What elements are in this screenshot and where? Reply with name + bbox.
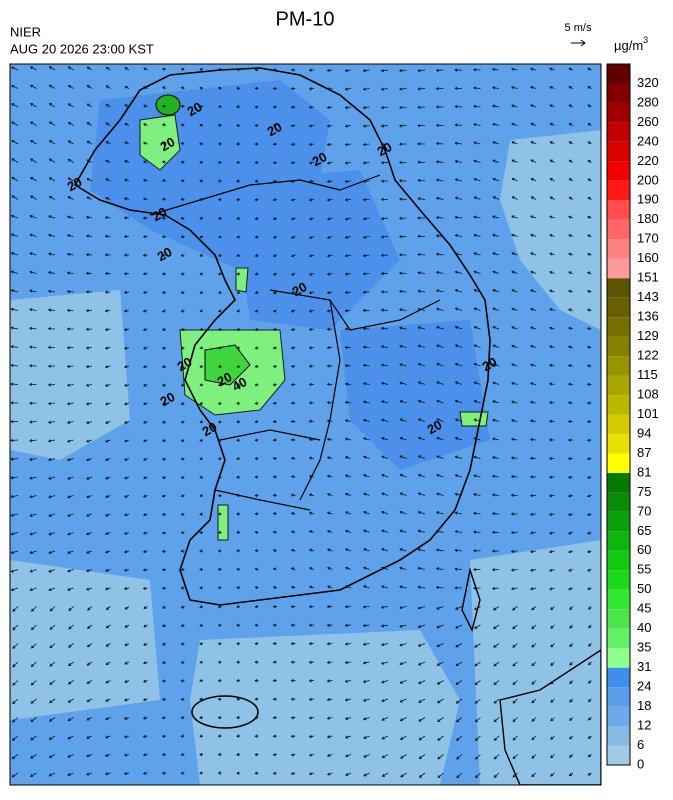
colorbar-label: 280 [637, 94, 659, 109]
peak-zone [156, 95, 180, 115]
colorbar-swatch [607, 181, 630, 200]
colorbar-swatch [607, 531, 630, 550]
colorbar-label: 220 [637, 153, 659, 168]
colorbar-swatch [607, 648, 630, 667]
colorbar-swatch [607, 64, 630, 83]
colorbar-swatch [607, 629, 630, 648]
colorbar-swatch [607, 551, 630, 570]
colorbar-swatch [607, 434, 630, 453]
colorbar-swatch [607, 590, 630, 609]
colorbar-swatch [607, 317, 630, 336]
colorbar-swatch [607, 103, 630, 122]
colorbar-swatch [607, 668, 630, 687]
colorbar-label: 50 [637, 581, 651, 596]
colorbar-label: 75 [637, 484, 651, 499]
colorbar-label: 170 [637, 231, 659, 246]
colorbar-label: 0 [637, 756, 644, 771]
colorbar-swatch [607, 259, 630, 278]
colorbar-swatch [607, 687, 630, 706]
colorbar-label: 94 [637, 425, 651, 440]
colorbar-label: 55 [637, 562, 651, 577]
colorbar-swatch [607, 161, 630, 180]
colorbar-swatch [607, 356, 630, 375]
colorbar-swatch [607, 337, 630, 356]
colorbar-label: 18 [637, 698, 651, 713]
colorbar-label: 240 [637, 133, 659, 148]
colorbar-label: 180 [637, 211, 659, 226]
colorbar-label: 320 [637, 75, 659, 90]
colorbar-label: 35 [637, 640, 651, 655]
colorbar-swatch [607, 239, 630, 258]
colorbar-swatch [607, 746, 630, 765]
timestamp: AUG 20 2026 23:00 KST [10, 41, 154, 56]
colorbar-swatch [607, 376, 630, 395]
colorbar-label: 70 [637, 503, 651, 518]
wind-scale-arrow [571, 40, 585, 46]
colorbar-label: 260 [637, 114, 659, 129]
colorbar-label: 87 [637, 445, 651, 460]
colorbar-label: 160 [637, 250, 659, 265]
colorbar-label: 190 [637, 192, 659, 207]
colorbar-label: 81 [637, 464, 651, 479]
colorbar-swatch [607, 220, 630, 239]
colorbar-label: 60 [637, 542, 651, 557]
colorbar-label: 200 [637, 172, 659, 187]
colorbar-swatch [607, 122, 630, 141]
colorbar-swatch [607, 415, 630, 434]
colorbar-swatch [607, 298, 630, 317]
colorbar-swatch [607, 492, 630, 511]
colorbar: 0 6 12 18 24 31 35 40 45 50 55 60 65 70 75 81 87 94 101 108… [607, 64, 659, 771]
colorbar-label: 115 [637, 367, 658, 382]
colorbar-swatch [607, 453, 630, 472]
colorbar-label: 45 [637, 601, 651, 616]
agency: NIER [10, 24, 41, 39]
colorbar-swatch [607, 707, 630, 726]
colorbar-label: 108 [637, 386, 659, 401]
colorbar-swatch [607, 200, 630, 219]
colorbar-swatch [607, 473, 630, 492]
colorbar-label: 136 [637, 309, 659, 324]
unit: µg/m3 [614, 35, 648, 53]
wind-scale: 5 m/s [565, 22, 592, 34]
colorbar-swatch [607, 278, 630, 297]
colorbar-label: 6 [637, 737, 644, 752]
colorbar-swatch [607, 142, 630, 161]
colorbar-label: 40 [637, 620, 651, 635]
colorbar-label: 143 [637, 289, 659, 304]
title: PM-10 [276, 8, 335, 30]
colorbar-label: 122 [637, 348, 659, 363]
colorbar-label: 151 [637, 270, 659, 285]
unit-text: µg/m [614, 38, 643, 53]
colorbar-label: 24 [637, 679, 651, 694]
colorbar-swatch [607, 83, 630, 102]
colorbar-label: 129 [637, 328, 659, 343]
colorbar-label: 12 [637, 717, 651, 732]
colorbar-swatch [607, 726, 630, 745]
colorbar-label: 101 [637, 406, 659, 421]
unit-sup: 3 [643, 35, 648, 45]
colorbar-swatch [607, 609, 630, 628]
colorbar-label: 31 [637, 659, 651, 674]
colorbar-swatch [607, 395, 630, 414]
colorbar-swatch [607, 512, 630, 531]
colorbar-label: 65 [637, 523, 651, 538]
colorbar-swatch [607, 570, 630, 589]
